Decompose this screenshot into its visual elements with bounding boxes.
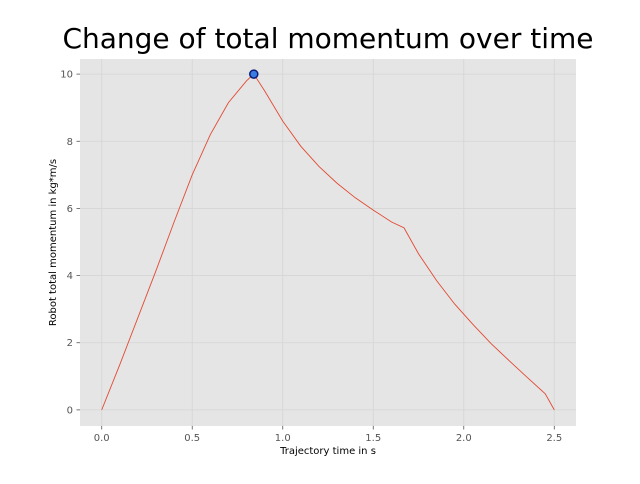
y-tick-label: 4 [67, 271, 73, 282]
axis-ticks: 0.0 0.5 1.0 1.5 2.0 2.5 0 2 4 6 8 10 [60, 70, 562, 444]
series-line [101, 73, 555, 411]
chart-title: Change of total momentum over time [62, 22, 594, 55]
peak-marker [249, 69, 259, 79]
x-tick-label: 1.5 [365, 433, 381, 444]
y-tick-label: 0 [67, 405, 73, 416]
plot-area [80, 59, 576, 426]
x-tick-label: 2.5 [546, 433, 562, 444]
x-tick-label: 2.0 [456, 433, 472, 444]
y-axis-label: Robot total momentum in kg*m/s [48, 159, 59, 326]
grid [80, 59, 576, 426]
x-axis-label: Trajectory time in s [279, 446, 376, 457]
x-tick-label: 1.0 [275, 433, 291, 444]
y-tick-label: 6 [67, 204, 73, 215]
y-tick-label: 8 [67, 137, 73, 148]
x-tick-label: 0.5 [184, 433, 200, 444]
y-tick-label: 10 [60, 70, 73, 81]
x-tick-label: 0.0 [94, 433, 110, 444]
y-tick-label: 2 [67, 338, 73, 349]
